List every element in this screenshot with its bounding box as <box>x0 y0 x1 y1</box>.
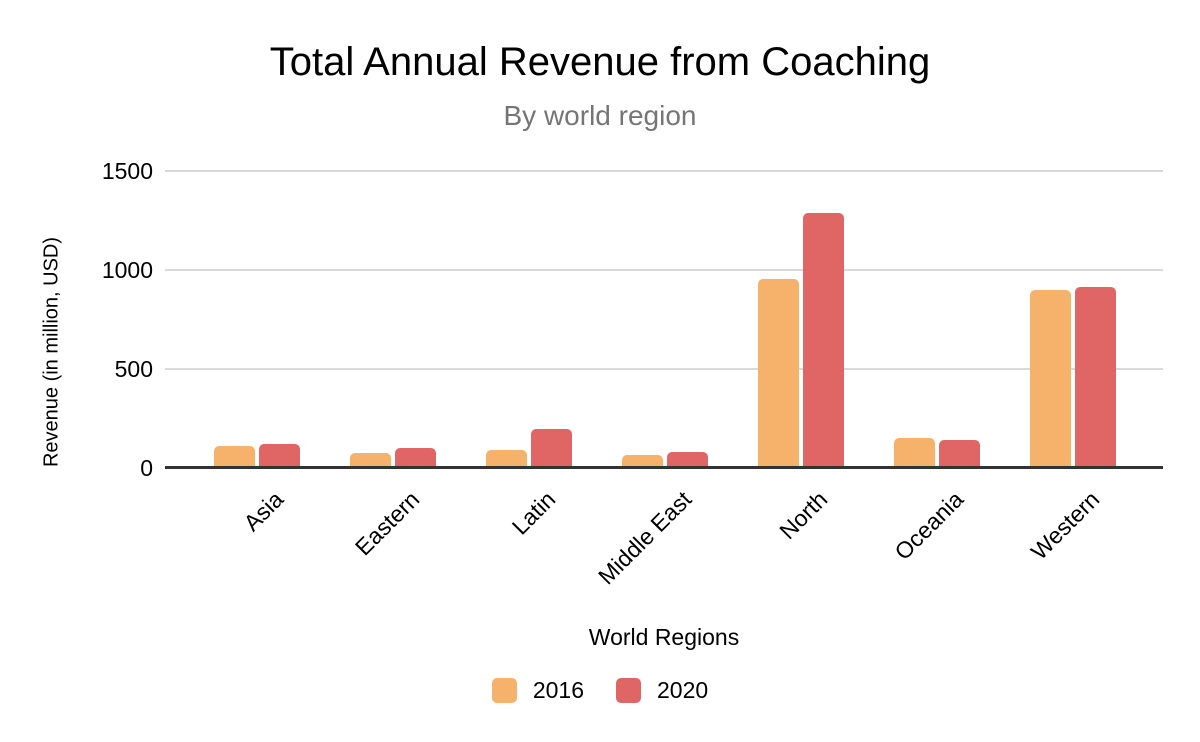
bar-2020-western <box>1074 287 1116 468</box>
x-label-oceania: Oceania <box>888 486 968 565</box>
bar-2020-north <box>802 212 844 468</box>
bar-2020-middle-east <box>666 451 708 468</box>
bar-2016-middle-east <box>621 454 663 468</box>
bar-2016-latin <box>485 450 527 468</box>
bar-2020-asia <box>258 443 300 468</box>
gridline-1500 <box>165 170 1163 172</box>
bar-2020-latin <box>530 429 572 468</box>
legend-label-2016: 2016 <box>532 677 584 703</box>
x-label-north: North <box>773 486 832 545</box>
bar-2016-asia <box>213 445 255 468</box>
y-tick-label-1500: 1500 <box>101 158 153 184</box>
x-label-latin: Latin <box>506 486 560 540</box>
chart-subtitle: By world region <box>503 100 697 131</box>
x-axis-line <box>165 466 1163 469</box>
x-label-middle-east: Middle East <box>592 486 696 590</box>
y-tick-label-1000: 1000 <box>101 257 153 283</box>
legend-swatch-2016 <box>491 678 517 703</box>
y-tick-label-0: 0 <box>140 455 153 481</box>
bar-2016-western <box>1029 290 1071 468</box>
bar-2020-oceania <box>938 440 980 468</box>
legend-item-2020: 2020 <box>616 677 708 704</box>
legend-item-2016: 2016 <box>491 677 584 704</box>
legend-label-2020: 2020 <box>657 677 709 703</box>
y-tick-label-500: 500 <box>114 356 153 382</box>
x-label-eastern: Eastern <box>349 486 424 561</box>
bar-2020-eastern <box>394 447 436 468</box>
bar-2016-eastern <box>349 453 391 468</box>
gridline-1000 <box>165 269 1163 271</box>
x-label-western: Western <box>1025 486 1104 565</box>
legend: 2016 2020 <box>0 677 1200 704</box>
x-label-asia: Asia <box>237 486 288 537</box>
bar-2016-north <box>757 278 799 468</box>
legend-swatch-2020 <box>616 678 641 703</box>
gridline-500 <box>165 368 1163 370</box>
chart-title: Total Annual Revenue from Coaching <box>269 40 931 84</box>
plot-area <box>165 170 1163 469</box>
bar-2016-oceania <box>893 438 935 468</box>
x-axis-title: World Regions <box>588 624 740 650</box>
